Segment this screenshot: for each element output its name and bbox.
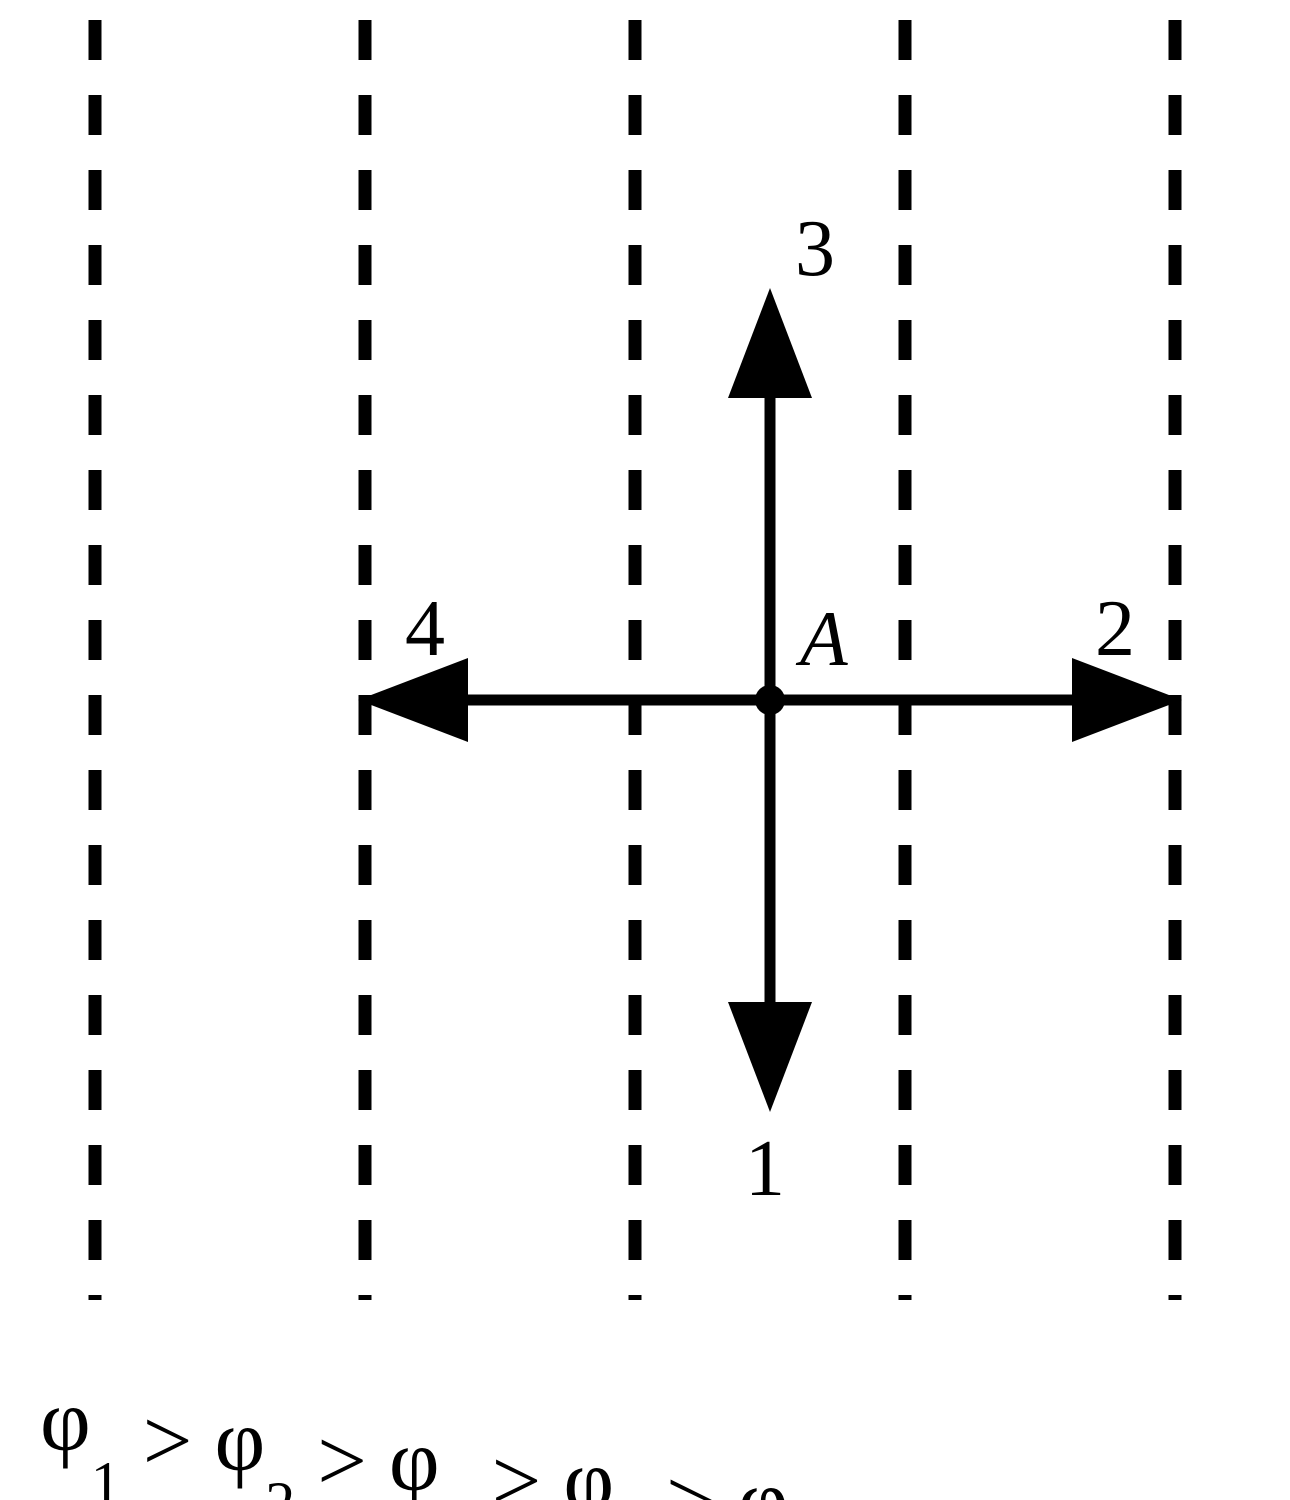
- point-a-label: A: [795, 595, 848, 682]
- arrow-label-1: 1: [745, 1125, 785, 1213]
- equipotential-diagram: 1234Aφ1 > φ2 > φ3 > φ4 > φ5: [0, 0, 1290, 1500]
- arrow-label-2: 2: [1095, 585, 1135, 673]
- arrow-label-3: 3: [795, 205, 835, 293]
- arrow-label-4: 4: [405, 585, 445, 673]
- point-a: [755, 685, 785, 715]
